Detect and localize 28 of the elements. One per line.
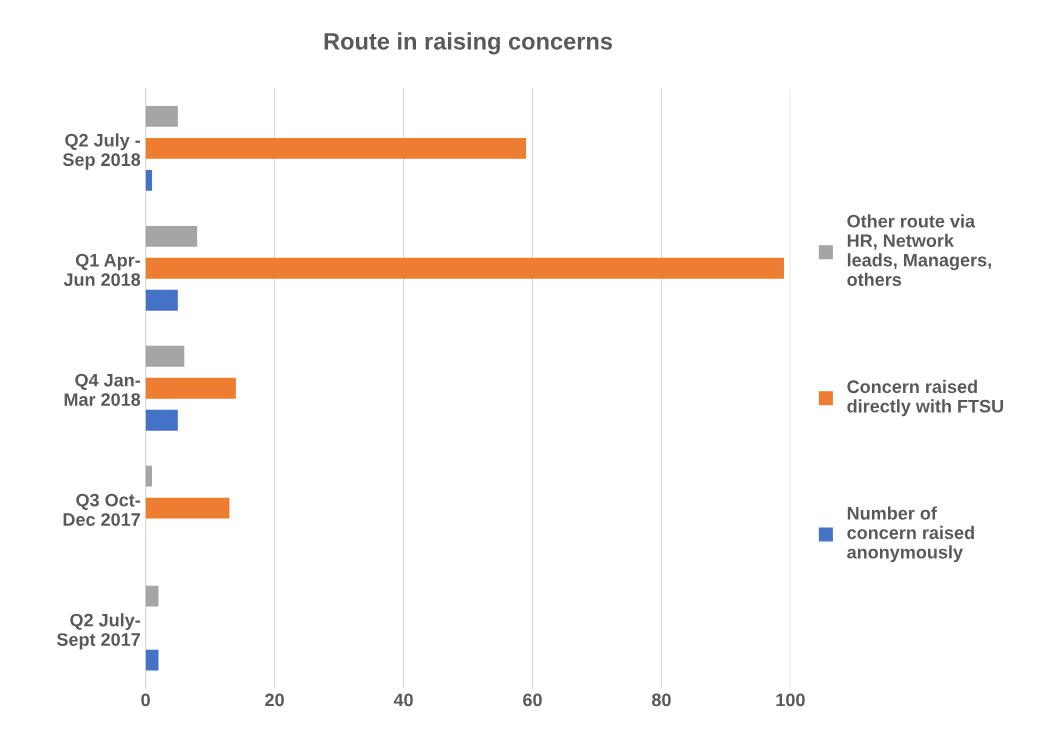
bar	[145, 289, 178, 311]
x-tick-label: 100	[776, 693, 805, 707]
x-tick-label: 0	[141, 693, 150, 707]
bar	[145, 649, 159, 671]
bar	[145, 465, 153, 487]
y-tick-label: Q4 Jan- Mar 2018	[64, 373, 141, 406]
y-tick-label: Q2 July - Sep 2018	[62, 133, 141, 170]
bar	[145, 345, 185, 367]
bar	[145, 169, 153, 191]
x-tick-label: 40	[393, 693, 413, 707]
bar	[145, 585, 159, 607]
bar	[145, 409, 178, 431]
chart-title: Route in raising concerns	[324, 32, 613, 55]
bar	[145, 225, 198, 247]
bar	[145, 257, 784, 279]
bar	[145, 377, 236, 399]
bar	[145, 137, 527, 159]
legend-label: Other route via HR, Network leads, Managers, others	[847, 214, 991, 287]
y-tick-label: Q2 July- Sept 2017	[56, 613, 141, 650]
bar	[145, 105, 178, 127]
y-tick-label: Q3 Oct- Dec 2017	[63, 493, 141, 526]
x-tick-label: 60	[523, 693, 542, 707]
bar	[145, 497, 230, 519]
legend-label: Number of concern raised anonymously	[847, 506, 974, 563]
y-tick-label: Q1 Apr- Jun 2018	[63, 253, 141, 287]
x-tick-label: 20	[265, 693, 284, 707]
legend-label: Concern raised directly with FTSU	[847, 379, 1004, 417]
x-tick-label: 80	[651, 693, 671, 707]
